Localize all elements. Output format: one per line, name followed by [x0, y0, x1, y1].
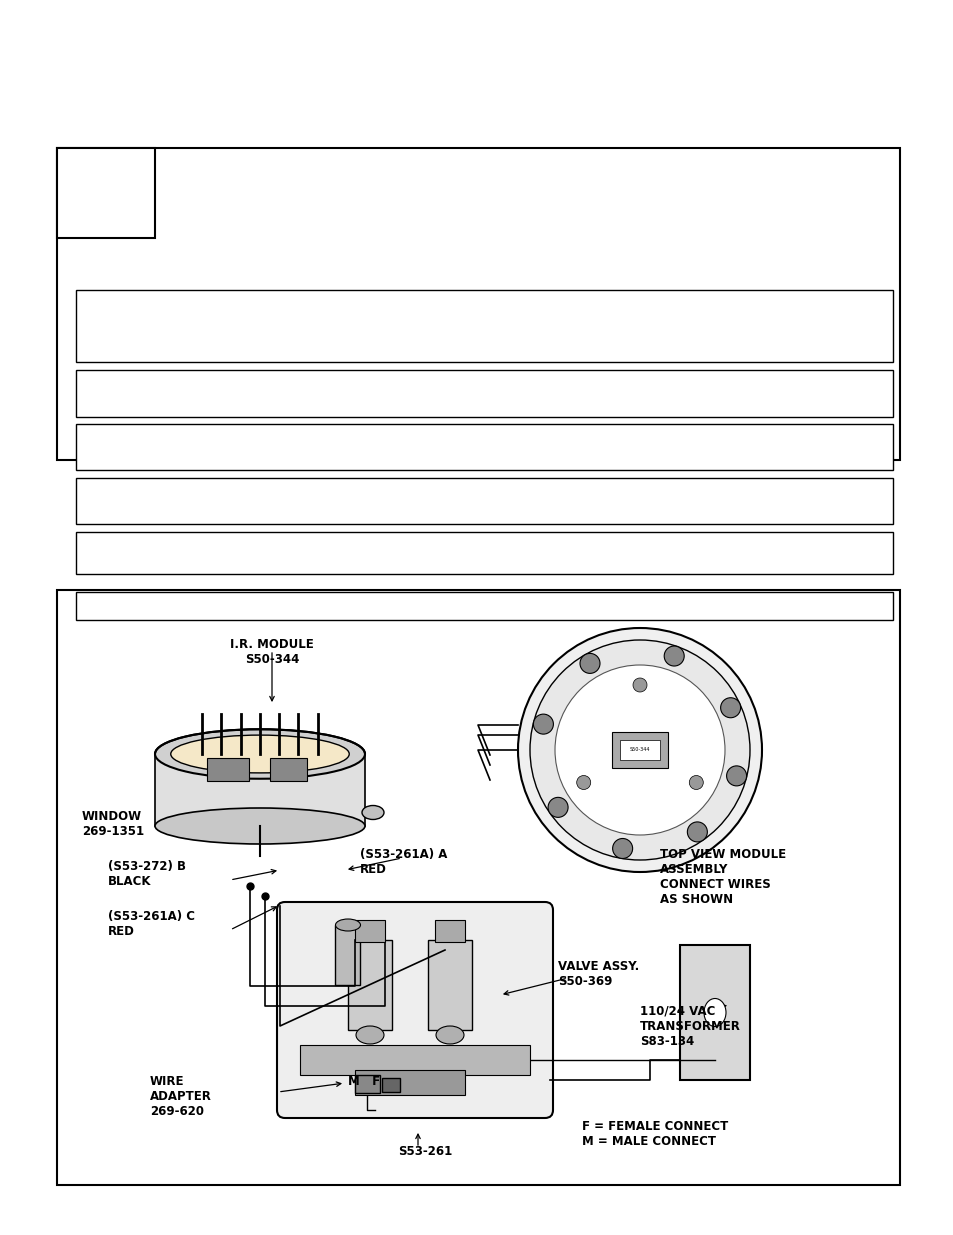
- Ellipse shape: [361, 805, 384, 820]
- Circle shape: [555, 664, 724, 835]
- Text: WIRE
ADAPTER
269-620: WIRE ADAPTER 269-620: [150, 1074, 212, 1118]
- Text: VALVE ASSY.
S50-369: VALVE ASSY. S50-369: [558, 960, 639, 988]
- Bar: [76, 424, 892, 471]
- Bar: [355, 1074, 379, 1093]
- Text: 110/24 VAC
TRANSFORMER
S83-134: 110/24 VAC TRANSFORMER S83-134: [639, 1005, 740, 1049]
- Bar: [299, 1045, 530, 1074]
- Ellipse shape: [171, 735, 349, 773]
- Ellipse shape: [703, 999, 725, 1026]
- FancyBboxPatch shape: [276, 902, 553, 1118]
- Bar: [348, 940, 392, 1030]
- Ellipse shape: [436, 1026, 463, 1044]
- Bar: [76, 478, 892, 524]
- Circle shape: [663, 646, 683, 666]
- Bar: [76, 592, 892, 620]
- Bar: [208, 758, 250, 781]
- Circle shape: [577, 776, 590, 789]
- Text: (S53-261A) A
RED: (S53-261A) A RED: [359, 848, 447, 876]
- Text: (S53-261A) C
RED: (S53-261A) C RED: [108, 910, 194, 939]
- Circle shape: [689, 776, 702, 789]
- Ellipse shape: [154, 729, 365, 779]
- Bar: [57, 148, 154, 238]
- Bar: [76, 370, 892, 417]
- Circle shape: [579, 653, 599, 673]
- Bar: [435, 920, 464, 942]
- Bar: [335, 925, 359, 986]
- Ellipse shape: [355, 1026, 384, 1044]
- Ellipse shape: [335, 919, 360, 931]
- Bar: [76, 290, 892, 362]
- Text: WINDOW
269-1351: WINDOW 269-1351: [82, 810, 144, 839]
- Text: S50-344: S50-344: [629, 747, 650, 752]
- Ellipse shape: [154, 808, 365, 844]
- Circle shape: [720, 698, 740, 718]
- Bar: [355, 920, 385, 942]
- Bar: [355, 1070, 464, 1095]
- Bar: [428, 940, 472, 1030]
- Text: (S53-272) B
BLACK: (S53-272) B BLACK: [108, 860, 186, 888]
- Text: S53-261: S53-261: [397, 1145, 452, 1158]
- Circle shape: [517, 629, 761, 872]
- Text: F = FEMALE CONNECT
M = MALE CONNECT: F = FEMALE CONNECT M = MALE CONNECT: [581, 1120, 727, 1149]
- Text: I.R. MODULE
S50-344: I.R. MODULE S50-344: [230, 638, 314, 666]
- Bar: [679, 945, 749, 1079]
- Bar: [57, 148, 899, 459]
- Bar: [612, 732, 667, 768]
- Circle shape: [726, 766, 746, 785]
- Bar: [76, 532, 892, 574]
- Circle shape: [633, 678, 646, 692]
- Circle shape: [530, 640, 749, 860]
- Circle shape: [612, 839, 632, 858]
- Text: TOP VIEW MODULE
ASSEMBLY
CONNECT WIRES
AS SHOWN: TOP VIEW MODULE ASSEMBLY CONNECT WIRES A…: [659, 848, 785, 906]
- Bar: [619, 740, 659, 760]
- Circle shape: [533, 714, 553, 734]
- Bar: [381, 1078, 399, 1092]
- Bar: [271, 758, 307, 781]
- Bar: [154, 755, 365, 826]
- Circle shape: [687, 823, 706, 842]
- Circle shape: [548, 798, 567, 818]
- Text: M   F: M F: [348, 1074, 379, 1088]
- Bar: [57, 590, 899, 1186]
